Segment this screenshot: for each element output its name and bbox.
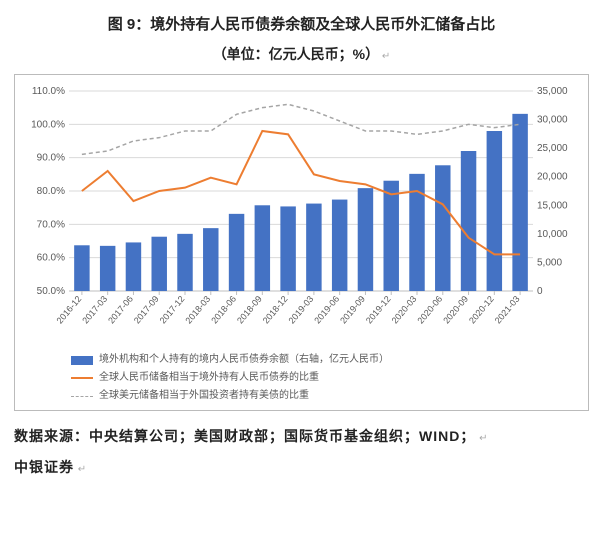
chart-container: 50.0% 60.0% 70.0% 80.0% 90.0% 100.0% 110.0% 0 5,… — [14, 74, 589, 411]
svg-text:30,000: 30,000 — [537, 115, 568, 126]
bar-swatch-icon — [71, 356, 93, 365]
figure-title: 图 9：境外持有人民币债券余额及全球人民币外汇储备占比 — [14, 10, 589, 40]
svg-text:0: 0 — [537, 286, 543, 297]
legend-label: 全球人民币储备相当于境外持有人民币债券的比重 — [99, 370, 319, 386]
svg-text:2019-03: 2019-03 — [287, 294, 316, 326]
svg-text:2019-06: 2019-06 — [312, 294, 341, 326]
svg-text:2017-03: 2017-03 — [80, 294, 109, 326]
legend-item-line2: 全球美元储备相当于外国投资者持有美债的比重 — [71, 388, 582, 404]
svg-text:15,000: 15,000 — [537, 200, 568, 211]
svg-text:2018-12: 2018-12 — [261, 294, 290, 326]
svg-text:2019-09: 2019-09 — [338, 294, 367, 326]
svg-text:25,000: 25,000 — [537, 143, 568, 154]
combo-chart: 50.0% 60.0% 70.0% 80.0% 90.0% 100.0% 110.0% 0 5,… — [21, 83, 581, 343]
svg-text:50.0%: 50.0% — [37, 286, 65, 297]
svg-text:10,000: 10,000 — [537, 229, 568, 240]
svg-text:2020-03: 2020-03 — [390, 294, 419, 326]
svg-text:2019-12: 2019-12 — [364, 294, 393, 326]
svg-text:2020-12: 2020-12 — [467, 294, 496, 326]
svg-text:110.0%: 110.0% — [32, 86, 65, 97]
svg-text:5,000: 5,000 — [537, 257, 562, 268]
svg-text:2016-12: 2016-12 — [55, 294, 84, 326]
svg-text:2018-03: 2018-03 — [183, 294, 212, 326]
line-swatch-icon — [71, 377, 93, 379]
legend-item-bar: 境外机构和个人持有的境内人民币债券余额（右轴，亿元人民币） — [71, 352, 582, 368]
svg-text:2020-06: 2020-06 — [415, 294, 444, 326]
line-swatch-icon — [71, 396, 93, 397]
svg-text:35,000: 35,000 — [537, 86, 568, 97]
svg-text:2017-09: 2017-09 — [132, 294, 161, 326]
svg-text:2018-09: 2018-09 — [235, 294, 264, 326]
source-line1: 数据来源：中央结算公司；美国财政部；国际货币基金组织；WIND； — [14, 428, 489, 444]
svg-text:80.0%: 80.0% — [37, 186, 65, 197]
svg-text:60.0%: 60.0% — [37, 253, 65, 264]
svg-text:2017-12: 2017-12 — [158, 294, 187, 326]
svg-text:20,000: 20,000 — [537, 172, 568, 183]
source-text: 数据来源：中央结算公司；美国财政部；国际货币基金组织；WIND； 中银证券 — [14, 421, 589, 483]
source-line2: 中银证券 — [14, 459, 87, 475]
svg-text:70.0%: 70.0% — [37, 219, 65, 230]
svg-text:2017-06: 2017-06 — [106, 294, 135, 326]
svg-text:2021-03: 2021-03 — [493, 294, 522, 326]
legend-item-line1: 全球人民币储备相当于境外持有人民币债券的比重 — [71, 370, 582, 386]
figure-subtitle: （单位：亿元人民币；%） — [14, 40, 589, 68]
svg-text:100.0%: 100.0% — [31, 119, 65, 130]
svg-text:2020-09: 2020-09 — [441, 294, 470, 326]
svg-text:2018-06: 2018-06 — [209, 294, 238, 326]
legend-label: 全球美元储备相当于外国投资者持有美债的比重 — [99, 388, 309, 404]
svg-text:90.0%: 90.0% — [37, 153, 65, 164]
legend-label: 境外机构和个人持有的境内人民币债券余额（右轴，亿元人民币） — [99, 352, 389, 368]
legend: 境外机构和个人持有的境内人民币债券余额（右轴，亿元人民币） 全球人民币储备相当于… — [21, 348, 582, 404]
